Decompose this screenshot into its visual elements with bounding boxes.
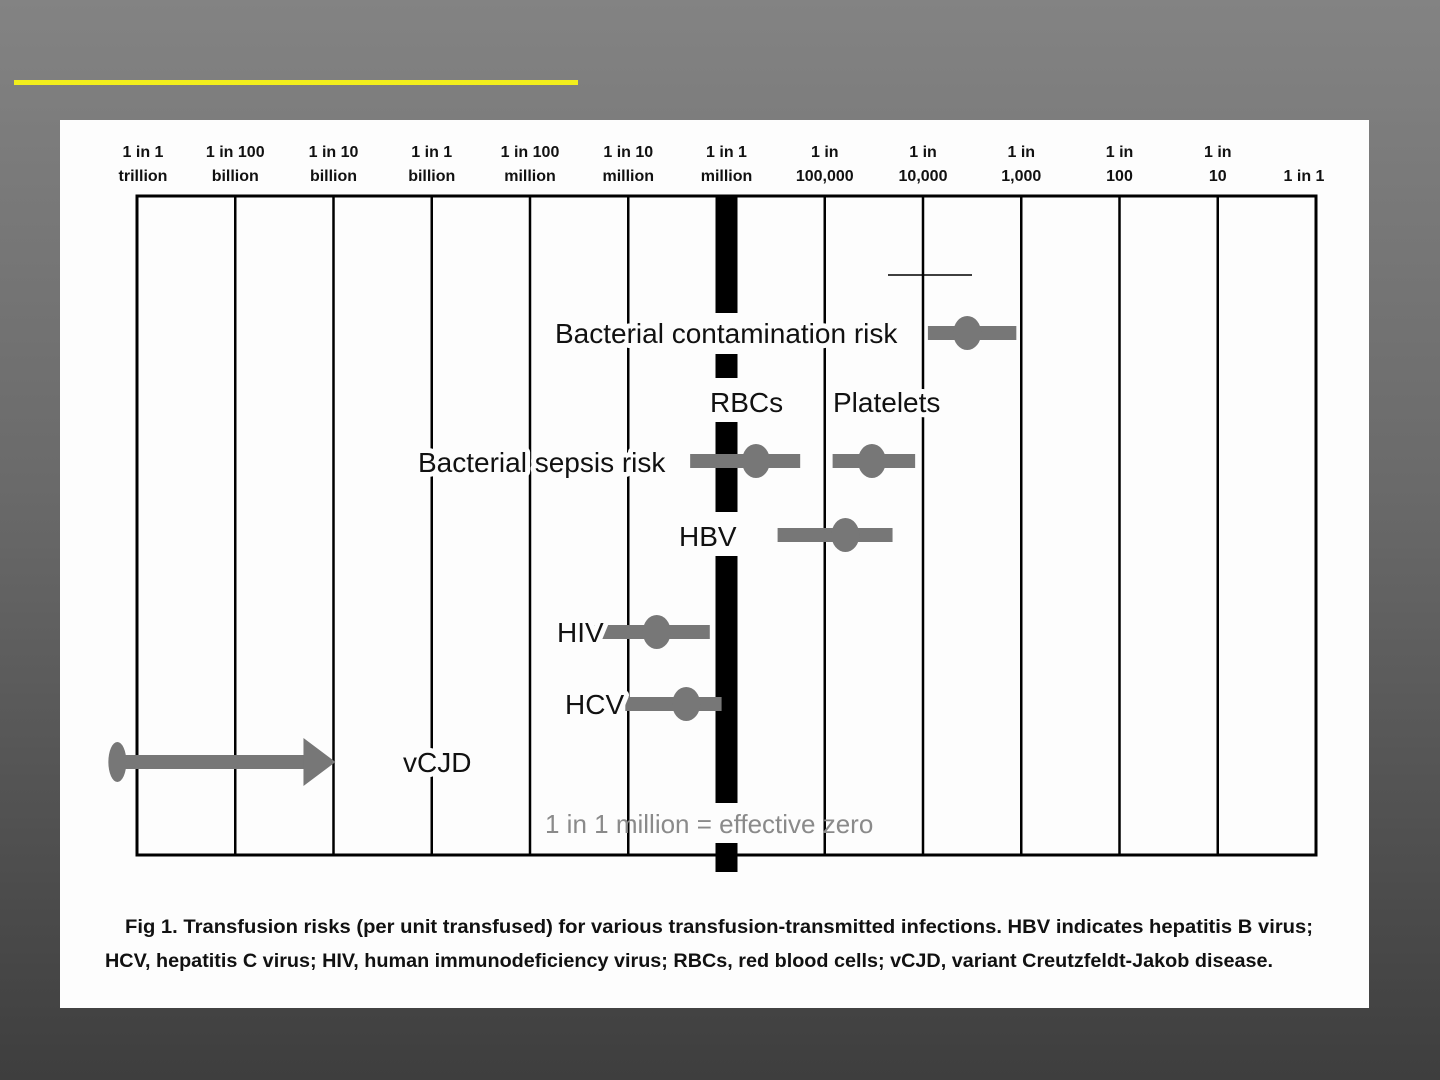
label-hiv: HIV — [557, 617, 604, 648]
risk-point — [642, 615, 671, 649]
risk-point — [672, 687, 701, 721]
effective-zero-bar-segment — [715, 196, 738, 313]
x-tick-label: 1 in — [909, 144, 937, 161]
x-tick-label: 100,000 — [796, 168, 854, 185]
x-tick-labels: 1 in 1 trillion 1 in 100 billion 1 in 10 bill… — [119, 144, 1325, 185]
grid-lines — [234, 196, 1219, 855]
figure-panel — [60, 120, 1369, 1008]
x-tick-label: 1 in 100 — [501, 144, 560, 161]
effective-zero-bar-segment — [715, 556, 738, 803]
x-tick-label: billion — [310, 168, 357, 185]
caption-line-1: Fig 1. Transfusion risks (per unit trans… — [125, 917, 1313, 938]
x-tick-label: billion — [212, 168, 259, 185]
x-tick-label: 1 in — [1204, 144, 1232, 161]
vcjd-arrowhead — [303, 738, 336, 786]
x-tick-label: 10 — [1209, 168, 1227, 185]
risk-marks — [108, 316, 1017, 786]
label-hcv: HCV — [565, 689, 624, 720]
label-vcjd: vCJD — [403, 747, 471, 778]
x-tick-label: million — [602, 168, 654, 185]
x-tick-label: 1,000 — [1001, 168, 1041, 185]
label-contamination: Bacterial contamination risk — [555, 318, 898, 349]
vcjd-start-point — [108, 742, 127, 782]
x-tick-label: million — [504, 168, 556, 185]
risk-point — [741, 444, 770, 478]
effective-zero-bar-segment — [715, 354, 738, 378]
x-tick-label: 1 in 100 — [206, 144, 265, 161]
risk-point — [831, 518, 860, 552]
x-tick-label: 1 in — [1007, 144, 1035, 161]
x-tick-label: trillion — [119, 168, 168, 185]
x-tick-label: 1 in 10 — [309, 144, 359, 161]
x-tick-label: 1 in 1 — [123, 144, 164, 161]
label-hbv: HBV — [679, 521, 737, 552]
label-sepsis: Bacterial sepsis risk — [418, 447, 666, 478]
x-tick-label: 1 in — [811, 144, 839, 161]
effective-zero-bar-segment — [715, 843, 738, 872]
x-tick-label: 1 in — [1106, 144, 1134, 161]
effective-zero-label: 1 in 1 million = effective zero — [545, 809, 873, 839]
label-rbcs: RBCs — [710, 387, 783, 418]
x-tick-label: 1 in 1 — [411, 144, 452, 161]
risk-point — [857, 444, 886, 478]
x-tick-label: 10,000 — [899, 168, 948, 185]
risk-point — [953, 316, 982, 350]
x-tick-label: 100 — [1106, 168, 1133, 185]
x-tick-label: billion — [408, 168, 455, 185]
x-tick-label: 1 in 1 — [1284, 168, 1325, 185]
vcjd-arrow-shaft — [117, 755, 306, 769]
x-tick-label: million — [701, 168, 753, 185]
caption-line-2: HCV, hepatitis C virus; HIV, human immun… — [105, 951, 1273, 972]
x-tick-label: 1 in 10 — [603, 144, 653, 161]
title-accent-line — [14, 80, 578, 85]
label-platelets: Platelets — [833, 387, 940, 418]
x-tick-label: 1 in 1 — [706, 144, 747, 161]
